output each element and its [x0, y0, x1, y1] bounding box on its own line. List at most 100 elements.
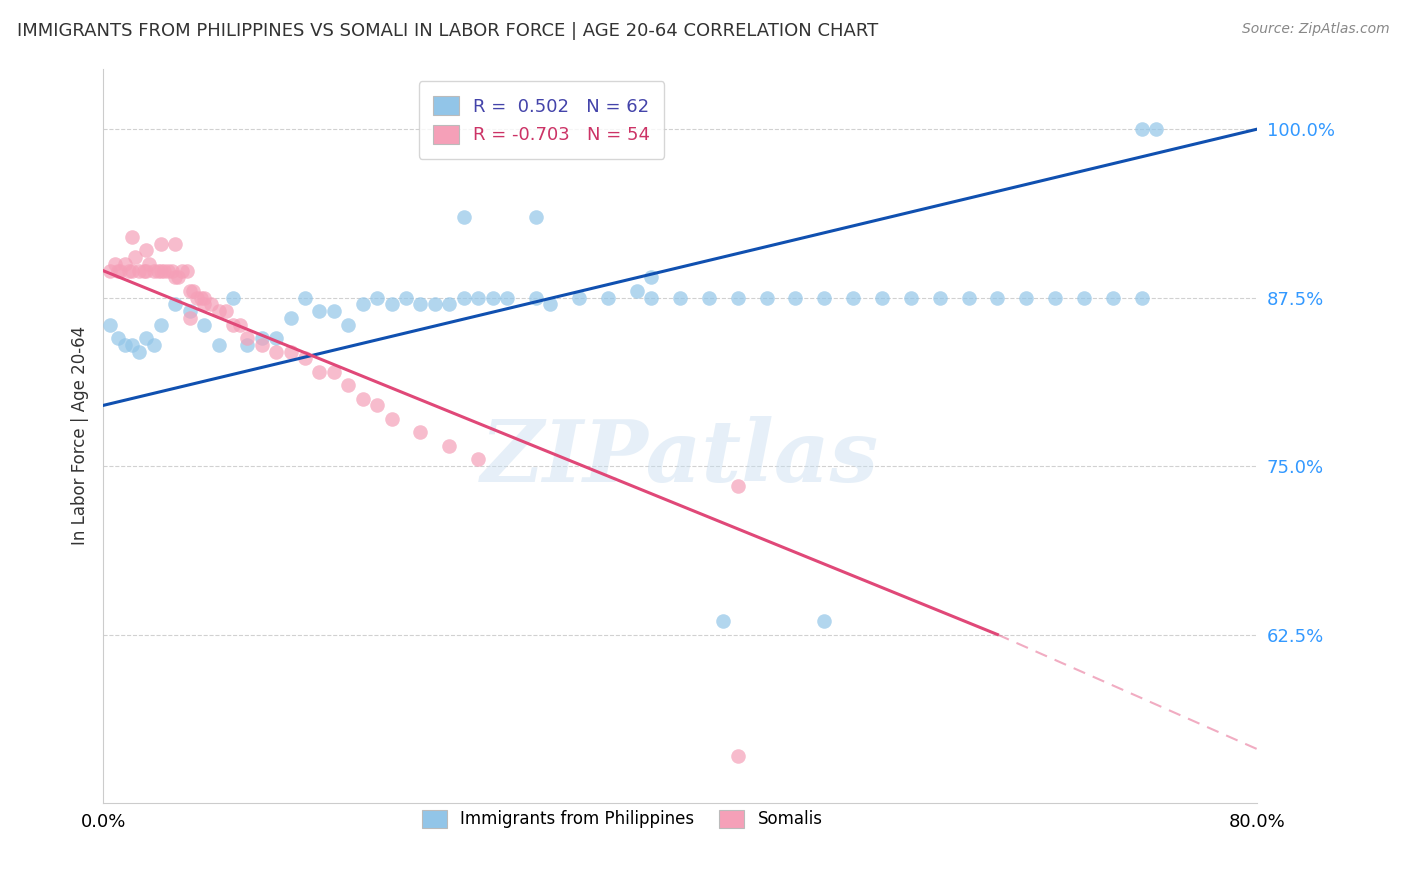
- Point: [366, 399, 388, 413]
- Point: [381, 297, 404, 311]
- Point: [142, 338, 165, 352]
- Point: [1015, 291, 1038, 305]
- Point: [322, 365, 344, 379]
- Point: [308, 304, 330, 318]
- Point: [727, 479, 749, 493]
- Point: [352, 392, 374, 406]
- Point: [669, 291, 692, 305]
- Point: [135, 244, 157, 258]
- Point: [322, 304, 344, 318]
- Point: [176, 263, 198, 277]
- Point: [755, 291, 778, 305]
- Point: [135, 263, 157, 277]
- Point: [114, 257, 136, 271]
- Point: [524, 291, 547, 305]
- Point: [640, 270, 662, 285]
- Point: [1130, 291, 1153, 305]
- Point: [104, 257, 127, 271]
- Point: [481, 291, 503, 305]
- Point: [179, 310, 201, 325]
- Point: [264, 344, 287, 359]
- Point: [294, 351, 316, 366]
- Point: [207, 304, 229, 318]
- Text: IMMIGRANTS FROM PHILIPPINES VS SOMALI IN LABOR FORCE | AGE 20-64 CORRELATION CHA: IMMIGRANTS FROM PHILIPPINES VS SOMALI IN…: [17, 22, 879, 40]
- Point: [467, 452, 489, 467]
- Point: [149, 318, 172, 332]
- Point: [157, 263, 180, 277]
- Point: [222, 318, 245, 332]
- Point: [200, 297, 222, 311]
- Point: [986, 291, 1008, 305]
- Point: [1073, 291, 1095, 305]
- Point: [121, 263, 143, 277]
- Point: [568, 291, 591, 305]
- Point: [626, 284, 648, 298]
- Point: [409, 425, 432, 440]
- Point: [236, 338, 259, 352]
- Point: [135, 331, 157, 345]
- Point: [842, 291, 865, 305]
- Point: [98, 318, 121, 332]
- Point: [596, 291, 619, 305]
- Point: [172, 263, 194, 277]
- Point: [813, 291, 835, 305]
- Point: [193, 297, 215, 311]
- Point: [179, 304, 201, 318]
- Point: [538, 297, 561, 311]
- Point: [118, 263, 141, 277]
- Point: [727, 291, 749, 305]
- Point: [1144, 122, 1167, 136]
- Point: [121, 230, 143, 244]
- Point: [381, 412, 404, 426]
- Point: [423, 297, 446, 311]
- Point: [640, 291, 662, 305]
- Point: [395, 291, 418, 305]
- Point: [264, 331, 287, 345]
- Y-axis label: In Labor Force | Age 20-64: In Labor Force | Age 20-64: [72, 326, 89, 545]
- Point: [107, 263, 129, 277]
- Point: [785, 291, 807, 305]
- Point: [308, 365, 330, 379]
- Point: [149, 263, 172, 277]
- Text: ZIPatlas: ZIPatlas: [481, 416, 879, 500]
- Point: [128, 263, 150, 277]
- Point: [352, 297, 374, 311]
- Point: [167, 270, 190, 285]
- Point: [110, 263, 132, 277]
- Point: [366, 291, 388, 305]
- Point: [190, 291, 212, 305]
- Point: [124, 250, 146, 264]
- Point: [236, 331, 259, 345]
- Point: [928, 291, 950, 305]
- Point: [711, 614, 734, 628]
- Point: [697, 291, 720, 305]
- Point: [152, 263, 174, 277]
- Point: [98, 263, 121, 277]
- Point: [165, 297, 187, 311]
- Point: [207, 338, 229, 352]
- Text: Source: ZipAtlas.com: Source: ZipAtlas.com: [1241, 22, 1389, 37]
- Point: [524, 210, 547, 224]
- Legend: Immigrants from Philippines, Somalis: Immigrants from Philippines, Somalis: [415, 803, 830, 835]
- Point: [409, 297, 432, 311]
- Point: [193, 318, 215, 332]
- Point: [128, 344, 150, 359]
- Point: [179, 284, 201, 298]
- Point: [870, 291, 893, 305]
- Point: [439, 297, 461, 311]
- Point: [107, 331, 129, 345]
- Point: [280, 310, 302, 325]
- Point: [453, 291, 475, 305]
- Point: [193, 291, 215, 305]
- Point: [132, 263, 155, 277]
- Point: [149, 236, 172, 251]
- Point: [165, 270, 187, 285]
- Point: [900, 291, 922, 305]
- Point: [957, 291, 980, 305]
- Point: [222, 291, 245, 305]
- Point: [453, 210, 475, 224]
- Point: [1043, 291, 1066, 305]
- Point: [181, 284, 204, 298]
- Point: [250, 331, 273, 345]
- Point: [229, 318, 252, 332]
